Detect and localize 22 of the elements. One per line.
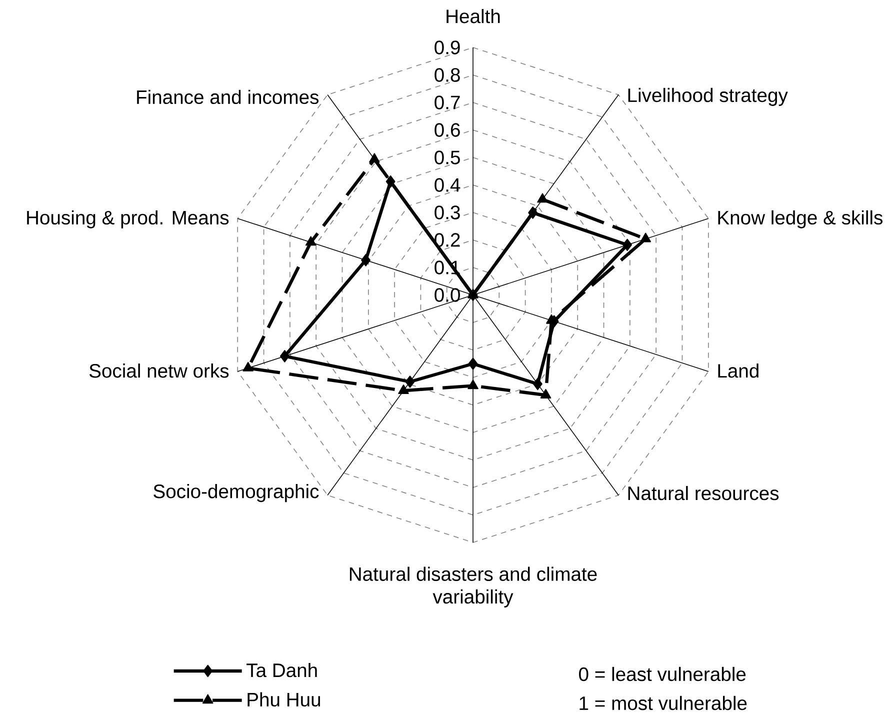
- spoke-label: Finance and incomes: [137, 90, 319, 104]
- y-tick-label: 0.0: [434, 288, 460, 302]
- spoke-label: Land: [718, 364, 758, 378]
- y-tick-label: 0.3: [434, 206, 460, 220]
- y-tick-label: 0.5: [434, 150, 460, 164]
- legend-label: Phu Huu: [248, 692, 320, 707]
- spoke-label: Natural resources: [628, 486, 779, 500]
- y-tick-label: 0.7: [434, 96, 460, 110]
- spoke-label: Socio-demographic: [154, 484, 319, 502]
- spoke-label: Health: [446, 9, 500, 24]
- y-tick-label: 0.6: [434, 123, 460, 137]
- y-tick-label: 0.8: [434, 68, 460, 82]
- text: 1 = most vulnerable: [580, 696, 747, 710]
- text: 0 = least vulnerable: [579, 666, 746, 682]
- spoke-label: Housing & prod. Means: [27, 210, 229, 228]
- spoke-label: Social netw orks: [89, 364, 229, 378]
- legend-label: Ta Danh: [246, 662, 317, 678]
- y-tick-label: 0.4: [434, 178, 460, 192]
- spoke-label: Know ledge & skills: [718, 210, 882, 228]
- spoke-label: Natural disasters and climate variability: [350, 566, 597, 608]
- y-tick-label: 0.9: [434, 40, 460, 54]
- spoke-label: Livelihood strategy: [628, 88, 788, 106]
